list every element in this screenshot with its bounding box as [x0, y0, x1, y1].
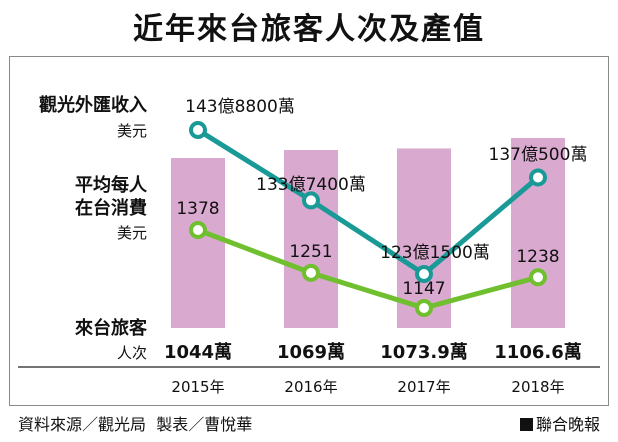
spend-point-2 [302, 263, 320, 282]
chart-title: 近年來台旅客人次及產值 [133, 12, 485, 47]
income-series-name: 觀光外匯收入 [39, 94, 147, 116]
footer-source: 資料來源／觀光局 製表／曹悅華 [18, 414, 252, 436]
visitors-label-3: 1073.9萬 [380, 342, 467, 363]
visitors-series-name: 來台旅客 [75, 317, 148, 339]
publisher-text: 聯合晚報 [535, 415, 600, 434]
credit-text: 製表／曹悅華 [156, 415, 253, 434]
year-tick-2: 2016年 [284, 378, 337, 396]
visitors-label-1: 1044萬 [164, 342, 232, 363]
spend-series-name-2: 在台消費 [75, 197, 147, 219]
income-point-3 [415, 265, 433, 283]
spend-point-1 [189, 221, 207, 239]
income-label-2: 133億7400萬 [256, 175, 366, 195]
footer-publisher: 聯合晚報 [519, 414, 600, 436]
income-line [196, 127, 540, 277]
source-text: 資料來源／觀光局 [18, 415, 147, 434]
visitors-label-4: 1106.6萬 [494, 342, 581, 363]
visitors-bar-4 [511, 138, 565, 328]
spend-label-3: 1147 [402, 279, 445, 299]
spend-point-4 [529, 268, 547, 287]
chart-frame [9, 56, 609, 406]
year-tick-3: 2017年 [397, 378, 450, 396]
income-unit: 美元 [117, 122, 147, 140]
income-label-1: 143億8800萬 [185, 97, 295, 117]
spend-unit: 美元 [117, 224, 147, 242]
spend-line [197, 227, 539, 311]
visitors-bar-2 [284, 150, 338, 328]
spend-label-1: 1378 [176, 199, 219, 219]
visitors-label-2: 1069萬 [277, 342, 345, 363]
publisher-square-icon [519, 418, 533, 431]
visitors-unit: 人次 [117, 344, 147, 362]
spend-point-3 [415, 299, 433, 317]
spend-label-2: 1251 [289, 242, 332, 262]
income-label-4: 137億500萬 [489, 145, 588, 165]
income-label-3: 123億1500萬 [380, 243, 490, 263]
spend-series-name-1: 平均每人 [75, 174, 148, 196]
spend-label-4: 1238 [516, 247, 559, 267]
year-tick-1: 2015年 [171, 378, 224, 396]
visitors-bar-1 [171, 158, 225, 328]
income-point-1 [189, 121, 207, 139]
income-point-4 [529, 168, 547, 187]
visitors-bar-3 [397, 148, 451, 328]
year-tick-4: 2018年 [511, 378, 564, 396]
income-point-2 [302, 191, 320, 210]
